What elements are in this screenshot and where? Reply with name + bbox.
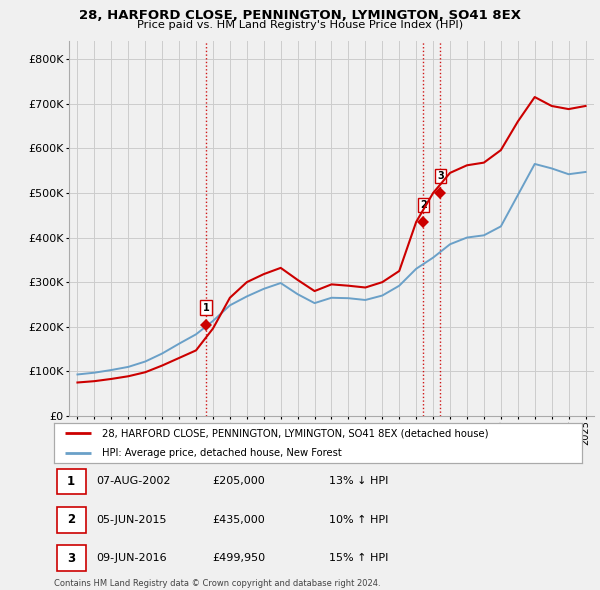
Text: £205,000: £205,000 bbox=[212, 477, 265, 486]
Text: 10% ↑ HPI: 10% ↑ HPI bbox=[329, 515, 388, 525]
Text: 07-AUG-2002: 07-AUG-2002 bbox=[96, 477, 171, 486]
Text: 3: 3 bbox=[67, 552, 75, 565]
Bar bbox=[56, 545, 86, 571]
Text: 1: 1 bbox=[203, 303, 209, 313]
Text: £499,950: £499,950 bbox=[212, 553, 266, 563]
Text: £435,000: £435,000 bbox=[212, 515, 265, 525]
Bar bbox=[56, 507, 86, 533]
Text: Contains HM Land Registry data © Crown copyright and database right 2024.
This d: Contains HM Land Registry data © Crown c… bbox=[54, 579, 380, 590]
Text: 1: 1 bbox=[67, 475, 75, 488]
Text: HPI: Average price, detached house, New Forest: HPI: Average price, detached house, New … bbox=[101, 448, 341, 458]
Text: 13% ↓ HPI: 13% ↓ HPI bbox=[329, 477, 388, 486]
Text: 28, HARFORD CLOSE, PENNINGTON, LYMINGTON, SO41 8EX: 28, HARFORD CLOSE, PENNINGTON, LYMINGTON… bbox=[79, 9, 521, 22]
Text: 2: 2 bbox=[420, 200, 427, 210]
Text: 28, HARFORD CLOSE, PENNINGTON, LYMINGTON, SO41 8EX (detached house): 28, HARFORD CLOSE, PENNINGTON, LYMINGTON… bbox=[101, 428, 488, 438]
Text: 05-JUN-2015: 05-JUN-2015 bbox=[96, 515, 167, 525]
Text: 3: 3 bbox=[437, 171, 444, 181]
Bar bbox=[56, 468, 86, 494]
Text: Price paid vs. HM Land Registry's House Price Index (HPI): Price paid vs. HM Land Registry's House … bbox=[137, 20, 463, 30]
Text: 2: 2 bbox=[67, 513, 75, 526]
Text: 15% ↑ HPI: 15% ↑ HPI bbox=[329, 553, 388, 563]
Text: 09-JUN-2016: 09-JUN-2016 bbox=[96, 553, 167, 563]
